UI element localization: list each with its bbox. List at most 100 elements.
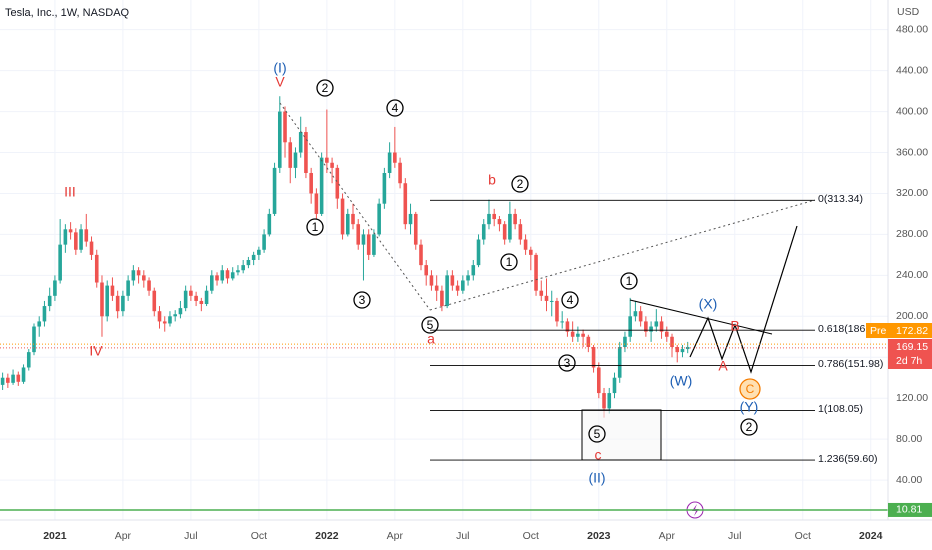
wave-label: c bbox=[595, 447, 602, 463]
candle-body bbox=[79, 229, 83, 250]
candle-body bbox=[257, 249, 261, 255]
candle-body bbox=[387, 152, 392, 173]
candle-body bbox=[84, 229, 89, 242]
candle-body bbox=[262, 234, 266, 250]
candle-body bbox=[664, 331, 669, 337]
candle-body bbox=[638, 311, 643, 322]
candle-body bbox=[32, 326, 36, 353]
y-tick-label: 240.00 bbox=[896, 269, 928, 281]
wave-label: (X) bbox=[699, 296, 718, 312]
candle-body bbox=[481, 224, 486, 240]
candles bbox=[0, 96, 690, 418]
candle-body bbox=[0, 377, 5, 385]
y-tick-label: 120.00 bbox=[896, 392, 928, 404]
candle-body bbox=[476, 239, 481, 266]
marker-tag bbox=[888, 502, 932, 517]
candle-body bbox=[37, 321, 42, 327]
candle-body bbox=[340, 198, 345, 235]
candle-body bbox=[471, 265, 476, 276]
wave-circle bbox=[739, 378, 761, 400]
wave-circle bbox=[386, 99, 404, 117]
candle-body bbox=[440, 290, 444, 307]
candle-body bbox=[74, 232, 78, 250]
candle-body bbox=[277, 111, 282, 168]
candle-body bbox=[126, 280, 130, 296]
candle-body bbox=[168, 316, 172, 324]
candle-body bbox=[293, 152, 298, 168]
wave-label: 1 bbox=[506, 255, 513, 269]
candle-body bbox=[199, 300, 204, 305]
y-tick-label: 360.00 bbox=[896, 146, 928, 158]
candle-body bbox=[670, 336, 674, 348]
y-tick-label: 400.00 bbox=[896, 105, 928, 117]
wave-label: 4 bbox=[392, 101, 399, 115]
candle-body bbox=[560, 321, 564, 323]
candle-body bbox=[628, 316, 632, 337]
candle-body bbox=[26, 352, 31, 368]
candle-body bbox=[194, 295, 198, 301]
y-tick-label: 200.00 bbox=[896, 310, 928, 322]
chart-title: Tesla, Inc., 1W, NASDAQ bbox=[5, 7, 130, 19]
candle-body bbox=[63, 229, 68, 245]
x-tick-label: Jul bbox=[184, 530, 197, 542]
candle-body bbox=[502, 224, 507, 240]
candle-body bbox=[680, 349, 685, 353]
wave-label: IV bbox=[89, 343, 103, 359]
candle-body bbox=[272, 167, 277, 214]
x-tick-label: Oct bbox=[251, 530, 267, 542]
candle-body bbox=[617, 347, 622, 378]
candle-body bbox=[251, 254, 256, 260]
wave-label: B bbox=[730, 318, 739, 334]
candle-body bbox=[47, 295, 52, 307]
wave-label: (II) bbox=[588, 470, 605, 486]
fib-label: 0.618(186.4 bbox=[818, 323, 874, 335]
candle-body bbox=[675, 347, 680, 353]
candle-body bbox=[330, 162, 334, 168]
candle-body bbox=[382, 172, 387, 204]
wave-label: a bbox=[427, 331, 435, 347]
candle-body bbox=[241, 265, 245, 271]
wave-circle bbox=[511, 175, 529, 193]
candle-body bbox=[455, 285, 460, 291]
candle-body bbox=[570, 331, 575, 337]
last-price-tag bbox=[888, 339, 932, 369]
candle-body bbox=[314, 193, 319, 214]
candle-body bbox=[487, 213, 491, 225]
candle-body bbox=[11, 374, 15, 383]
candle-body bbox=[225, 270, 230, 279]
candle-body bbox=[434, 285, 439, 291]
wave-circle bbox=[306, 218, 324, 236]
x-tick-label: Apr bbox=[659, 530, 676, 542]
candle-body bbox=[508, 213, 512, 240]
y-tick-label: 40.00 bbox=[896, 474, 922, 486]
candle-body bbox=[68, 229, 73, 233]
wave-label: b bbox=[488, 172, 496, 188]
projection-path bbox=[689, 225, 798, 374]
wave-label: 2 bbox=[746, 420, 753, 434]
candle-body bbox=[42, 306, 47, 322]
wave-label: (W) bbox=[670, 373, 693, 389]
wave-circle bbox=[316, 79, 334, 97]
wave-label: A bbox=[718, 358, 728, 374]
candle-body bbox=[288, 142, 293, 168]
candle-body bbox=[319, 157, 324, 214]
candle-body bbox=[351, 213, 355, 225]
candle-body bbox=[100, 282, 104, 317]
x-tick-label: 2021 bbox=[43, 530, 67, 542]
candle-body bbox=[602, 393, 606, 409]
candle-body bbox=[131, 270, 136, 281]
candle-body bbox=[366, 234, 371, 255]
wave-circle bbox=[558, 354, 576, 372]
candle-body bbox=[644, 321, 648, 332]
candle-body bbox=[372, 234, 376, 255]
y-tick-label: 320.00 bbox=[896, 187, 928, 199]
candle-body bbox=[309, 172, 313, 194]
candle-body bbox=[461, 280, 465, 291]
wave-label: 5 bbox=[594, 427, 601, 441]
candle-body bbox=[393, 152, 397, 163]
wave-label: 1 bbox=[626, 274, 633, 288]
target-box bbox=[581, 409, 662, 461]
candle-body bbox=[183, 290, 188, 309]
candle-body bbox=[607, 393, 612, 409]
